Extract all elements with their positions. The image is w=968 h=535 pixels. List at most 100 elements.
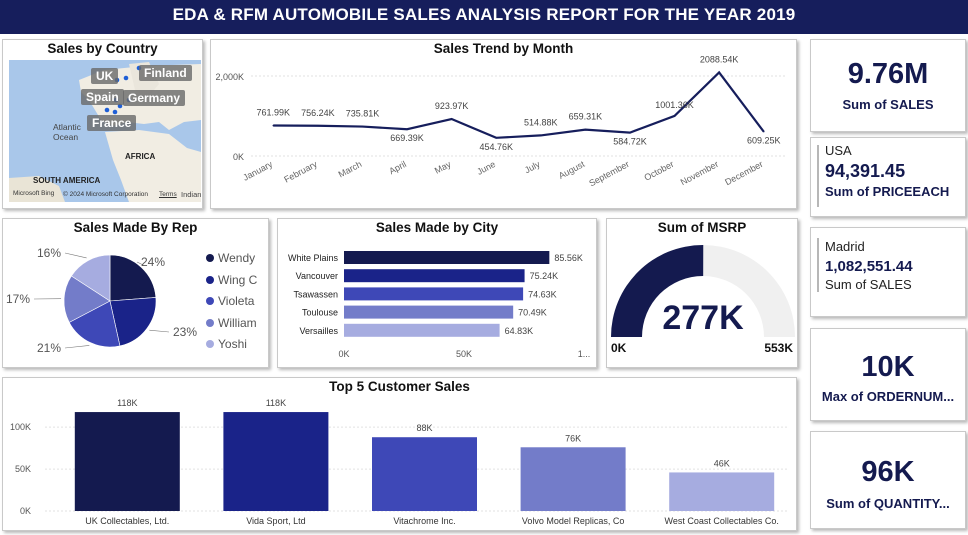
map-title: Sales by Country (47, 41, 158, 56)
kpi-price-country: USA (825, 143, 852, 158)
rep-pie-label: 21% (37, 341, 61, 355)
map-label-spain[interactable]: Spain (81, 89, 124, 105)
map-label-uk[interactable]: UK (91, 68, 119, 84)
trend-y-tick: 2,000K (215, 72, 244, 82)
customer-bar (669, 472, 775, 511)
rep-pie-chart: 24% 23% 21% 17% 16% (6, 246, 197, 355)
rep-legend-item[interactable]: William (206, 316, 257, 330)
customer-data-label: 76K (565, 433, 581, 443)
rep-legend-item[interactable]: Violeta (206, 294, 254, 308)
trend-point (406, 128, 408, 131)
rep-pie-leader (136, 261, 144, 266)
kpi-order-value: 10K (861, 351, 915, 383)
trend-data-label: 669.39K (390, 133, 424, 143)
trend-point (762, 130, 765, 133)
rep-pie-leader (64, 252, 87, 259)
customer-x-tick: Vida Sport, Ltd (246, 516, 305, 526)
rep-pie-label: 24% (141, 255, 165, 269)
kpi-total-sales-card: 9.76M Sum of SALES (810, 39, 966, 132)
kpi-price-label: Sum of PRICEEACH (825, 184, 950, 199)
trend-point (495, 137, 498, 139)
map-copyright: © 2024 Microsoft Corporation (63, 191, 148, 198)
customer-x-tick: UK Collectables, Ltd. (85, 516, 169, 526)
trend-data-label: 609.25K (747, 136, 781, 146)
trend-title: Sales Trend by Month (433, 41, 574, 56)
trend-card: Sales Trend by Month 0K 2,000K 761.99K Janu… (210, 39, 797, 209)
trend-x-tick: June (475, 159, 497, 177)
rep-legend-item[interactable]: Wendy (206, 251, 255, 265)
kpi-city-name: Madrid (825, 239, 865, 254)
city-y-tick: Versailles (299, 326, 338, 336)
customer-x-tick: Volvo Model Replicas, Co (522, 516, 625, 526)
rep-legend-item[interactable]: Wing C (206, 273, 257, 287)
rep-legend-label: Yoshi (218, 337, 247, 351)
rep-pie-leader (149, 329, 170, 333)
rep-legend-swatch (206, 254, 214, 262)
city-bar (344, 305, 514, 319)
city-title: Sales Made by City (375, 220, 499, 235)
customer-bar (372, 437, 477, 511)
rep-legend-item[interactable]: Yoshi (206, 337, 247, 351)
rep-pie-slice (109, 254, 157, 302)
city-data-label: 70.49K (518, 308, 547, 318)
trend-point (673, 115, 676, 117)
rep-pie-slice (63, 275, 111, 323)
trend-data-label: 659.31K (569, 112, 603, 122)
city-bar (344, 251, 550, 264)
trend-x-tick: August (557, 159, 587, 181)
city-x-tick: 1... (578, 349, 591, 359)
customer-data-label: 118K (266, 398, 286, 408)
trend-chart: 0K 2,000K 761.99K January 756.24K February 735… (215, 54, 786, 189)
kpi-city-divider (817, 238, 819, 292)
rep-legend-swatch (206, 318, 214, 327)
trend-point (361, 125, 364, 128)
rep-pie-leader (64, 345, 90, 349)
msrp-gauge: 277K 0K 553K (611, 245, 795, 355)
rep-legend-label: Wendy (218, 251, 256, 265)
customer-bar-chart: 0K 50K 100K 118K UK Collectables, Ltd. 118K Vi… (10, 398, 788, 526)
map-region-africa: AFRICA (125, 152, 156, 161)
city-bar (344, 323, 500, 337)
trend-point (718, 71, 720, 74)
map-region-atlantic: Atlantic Ocean (53, 122, 81, 142)
trend-series-line (273, 70, 765, 139)
kpi-quantity-label: Sum of QUANTITY... (826, 496, 950, 511)
kpi-city-label: Sum of SALES (825, 277, 912, 292)
map-region-indian: Indian Oce (181, 190, 201, 202)
map-region-south-america: SOUTH AMERICA (33, 176, 101, 185)
world-map[interactable]: UK Finland Spain Germany France Atlantic… (9, 60, 201, 202)
kpi-price-value: 94,391.45 (825, 161, 906, 181)
map-terms-link[interactable]: Terms (159, 191, 177, 198)
map-label-france[interactable]: France (87, 115, 137, 131)
trend-point (450, 118, 453, 120)
trend-x-tick: September (587, 159, 631, 189)
trend-data-label: 584.72K (613, 137, 647, 147)
trend-data-label: 2088.54K (700, 54, 739, 64)
customer-bar (74, 412, 180, 511)
rep-legend-swatch (206, 275, 214, 284)
trend-x-tick: May (433, 159, 453, 176)
city-data-label: 75.24K (530, 271, 559, 281)
city-y-tick: Tsawassen (293, 289, 338, 299)
trend-data-label: 1001.36K (655, 100, 694, 110)
kpi-city-card: Madrid 1,082,551.44 Sum of SALES (810, 227, 966, 317)
trend-y-tick: 0K (233, 152, 244, 162)
customer-title: Top 5 Customer Sales (329, 379, 470, 394)
map-label-germany[interactable]: Germany (123, 90, 186, 106)
trend-x-tick: March (337, 159, 364, 180)
trend-point (272, 124, 275, 127)
trend-data-label: 454.76K (479, 142, 513, 152)
msrp-gauge-min: 0K (611, 341, 627, 355)
city-bar (344, 287, 524, 301)
kpi-city-value: 1,082,551.44 (825, 258, 913, 275)
kpi-total-sales-value: 9.76M (847, 58, 929, 90)
customer-bar (520, 447, 626, 511)
rep-legend-label: Violeta (218, 294, 255, 308)
trend-x-tick: April (387, 159, 408, 176)
customer-card: Top 5 Customer Sales 0K 50K 100K 118K UK Col… (2, 377, 797, 531)
msrp-gauge-fill (611, 245, 704, 337)
map-label-finland[interactable]: Finland (139, 65, 192, 81)
customer-x-tick: West Coast Collectables Co. (665, 516, 779, 526)
trend-data-label: 514.88K (524, 117, 558, 127)
trend-x-tick: October (643, 159, 676, 183)
